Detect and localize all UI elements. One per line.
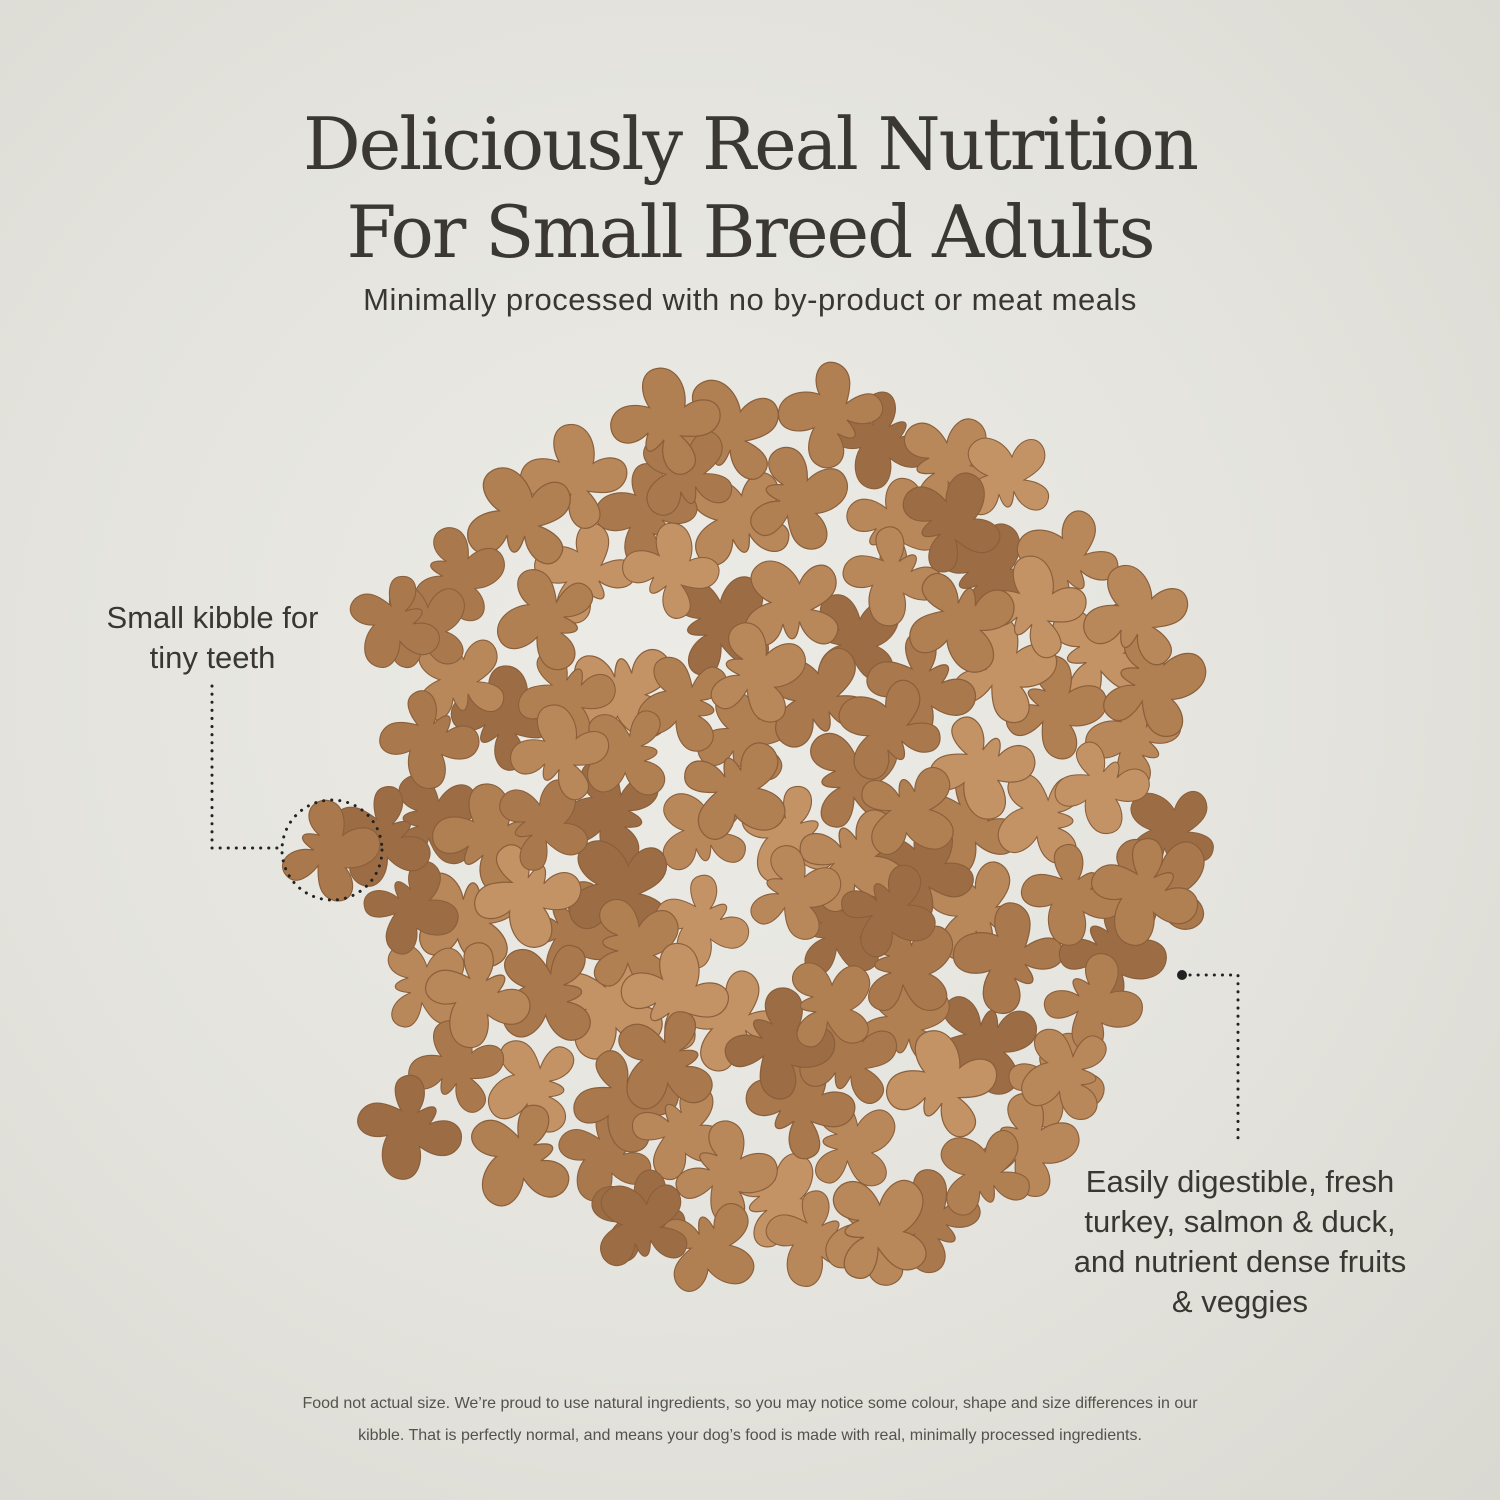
footnote-line: Food not actual size. We’re proud to use… — [302, 1395, 1198, 1412]
callout-connector-left — [210, 684, 384, 902]
callout-line: turkey, salmon & duck, — [1084, 1204, 1396, 1239]
callout-line: tiny teeth — [149, 640, 276, 675]
callout-line: and nutrient dense fruits — [1073, 1244, 1407, 1279]
callout-ingredients: Easily digestible, fresh turkey, salmon … — [1030, 1162, 1450, 1322]
page-title: Deliciously Real Nutrition For Small Bre… — [0, 100, 1500, 276]
title-line-2: For Small Breed Adults — [346, 190, 1155, 274]
callout-line: Small kibble for — [106, 600, 319, 635]
title-line-1: Deliciously Real Nutrition — [302, 102, 1199, 186]
footnote-line: kibble. That is perfectly normal, and me… — [358, 1427, 1142, 1444]
subtitle: Minimally processed with no by-product o… — [363, 282, 1137, 317]
callout-line: & veggies — [1171, 1284, 1309, 1319]
footnote: Food not actual size. We’re proud to use… — [200, 1388, 1300, 1452]
callout-small-kibble: Small kibble for tiny teeth — [70, 598, 355, 678]
callout-line: Easily digestible, fresh — [1085, 1164, 1395, 1199]
callout-connector-right — [1177, 970, 1240, 1142]
